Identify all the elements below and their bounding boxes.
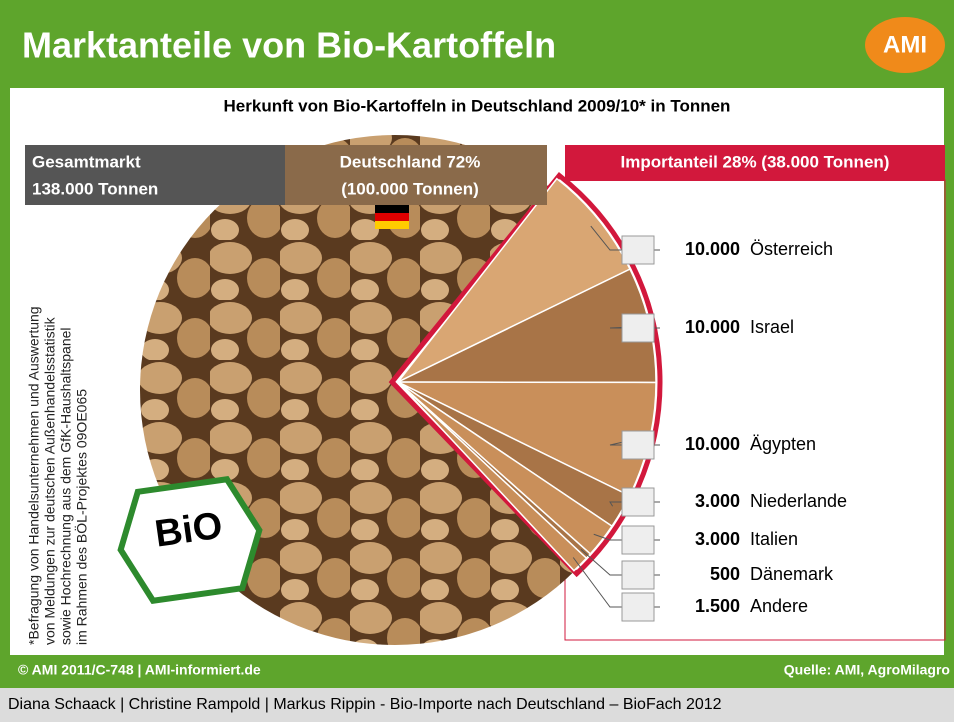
- wedge: [397, 177, 631, 383]
- value-label: 10.000: [685, 317, 740, 337]
- footnote: sowie Hochrechnung aus dem GfK-Haushalts…: [58, 327, 74, 645]
- flag-de: [375, 205, 409, 229]
- value-label: 10.000: [685, 239, 740, 259]
- copyright: © AMI 2011/C-748 | AMI-informiert.de: [18, 662, 261, 678]
- title: Marktanteile von Bio-Kartoffeln: [22, 25, 556, 66]
- category-label: Niederlande: [750, 491, 847, 511]
- flag: [621, 560, 655, 590]
- source: Quelle: AMI, AgroMilagro: [784, 662, 950, 678]
- total-label: 138.000 Tonnen: [32, 179, 158, 198]
- import-box: [565, 145, 945, 181]
- flag: [621, 430, 655, 460]
- flag: [621, 487, 655, 517]
- main-label: Deutschland 72%: [340, 152, 481, 171]
- total-box: [25, 145, 285, 205]
- bio-logo-text: BiO: [152, 505, 225, 556]
- category-label: Israel: [750, 317, 794, 337]
- caption: Diana Schaack | Christine Rampold | Mark…: [8, 696, 722, 713]
- logo: AMI: [883, 31, 927, 58]
- value-label: 3.000: [695, 529, 740, 549]
- caption-bar: [0, 688, 954, 722]
- flag: [621, 592, 655, 622]
- category-label: Dänemark: [750, 564, 834, 584]
- logo-bg: [865, 17, 945, 73]
- main-box: [285, 145, 547, 205]
- wedge: [397, 381, 588, 572]
- flag: [621, 235, 655, 265]
- footnote: von Meldungen zur deutschen Außenhandels…: [42, 316, 58, 645]
- category-label: Ägypten: [750, 434, 816, 454]
- footnote: *Befragung von Handelsunternehmen und Au…: [26, 306, 42, 645]
- import-label: Importanteil 28% (38.000 Tonnen): [621, 152, 890, 171]
- value-label: 1.500: [695, 596, 740, 616]
- bio-logo: BiO: [117, 476, 263, 604]
- value-label: 3.000: [695, 491, 740, 511]
- category-label: Andere: [750, 596, 808, 616]
- flag: [621, 525, 655, 555]
- value-label: 10.000: [685, 434, 740, 454]
- flag: [621, 313, 655, 343]
- main-label: (100.000 Tonnen): [341, 179, 479, 198]
- category-label: Österreich: [750, 239, 833, 259]
- subtitle: Herkunft von Bio-Kartoffeln in Deutschla…: [224, 96, 731, 115]
- footnote: im Rahmen des BÖL-Projektes 09OE065: [73, 389, 90, 645]
- category-label: Italien: [750, 529, 798, 549]
- total-label: Gesamtmarkt: [32, 152, 141, 171]
- value-label: 500: [710, 564, 740, 584]
